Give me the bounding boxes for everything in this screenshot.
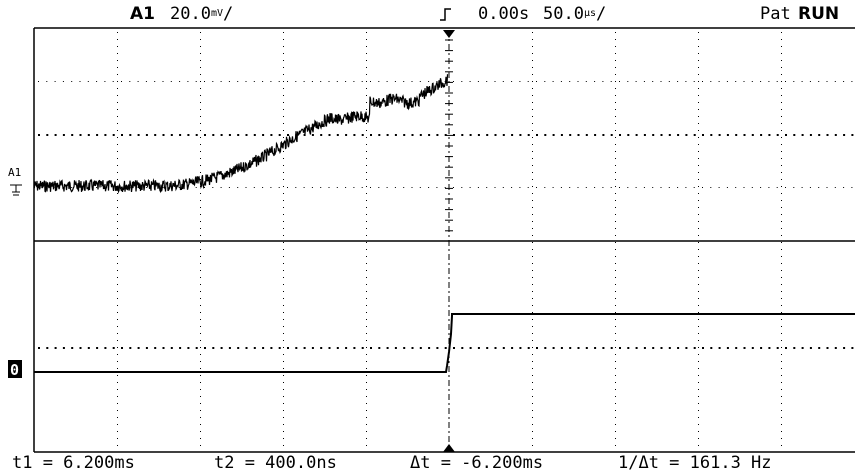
trigger-time: 0.00s bbox=[478, 4, 530, 24]
mode-label: Pat bbox=[760, 4, 791, 24]
readout-inverse-delta-t: 1/Δt = 161.3 Hz bbox=[618, 453, 772, 473]
channel-label: A1 bbox=[130, 4, 155, 24]
channel-scale-unit: mV bbox=[210, 8, 223, 19]
trigger-edge-icon bbox=[438, 0, 452, 28]
readout-t2: t2 = 400.0ns bbox=[214, 453, 337, 473]
trigger-marker-top bbox=[443, 30, 455, 38]
time-scale-unit: µs bbox=[583, 8, 596, 19]
slash-glyph: / bbox=[596, 4, 607, 24]
graticule bbox=[38, 32, 854, 446]
channel-a1-marker-label: A1 bbox=[8, 166, 21, 179]
readout-delta-t: Δt = -6.200ms bbox=[410, 453, 544, 473]
readout-t1: t1 = 6.200ms bbox=[12, 453, 135, 473]
channel-0-marker-label: 0 bbox=[10, 361, 19, 379]
channel-scale: 20.0mV/ bbox=[170, 0, 233, 28]
slash-glyph: / bbox=[223, 4, 234, 24]
channel-a1-marker: A1 bbox=[8, 166, 22, 196]
trigger-marker-bottom bbox=[443, 444, 455, 452]
run-state: RUN bbox=[798, 4, 840, 24]
screen-frame bbox=[33, 27, 855, 453]
analog-trace bbox=[33, 74, 449, 194]
time-scale: 50.0µs/ bbox=[543, 0, 606, 28]
channel-scale-value: 20.0 bbox=[170, 4, 211, 24]
time-scale-value: 50.0 bbox=[543, 4, 584, 24]
channel-0-marker: 0 bbox=[8, 360, 22, 379]
digital-trace bbox=[34, 313, 855, 373]
